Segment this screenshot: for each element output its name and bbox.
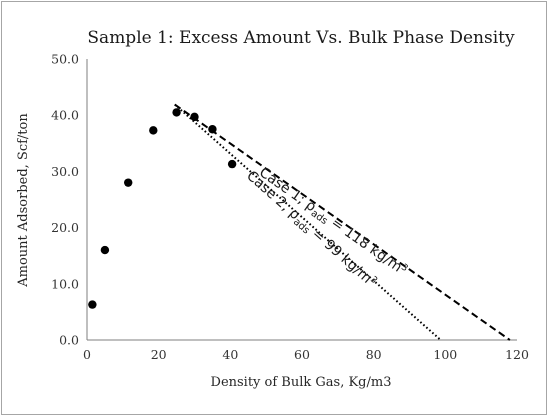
data-point	[124, 178, 133, 187]
x-tick-label: 20	[151, 347, 167, 362]
data-point	[172, 108, 181, 117]
axes	[86, 59, 517, 341]
case-1-line	[174, 103, 511, 341]
x-axis-label: Density of Bulk Gas, Kg/m3	[211, 375, 392, 390]
y-tick-labels: 0.0 10.0 20.0 30.0 40.0 50.0	[51, 52, 79, 348]
data-point	[208, 125, 217, 134]
x-tick-label: 80	[366, 347, 382, 362]
data-point	[190, 112, 199, 122]
data-points	[88, 108, 237, 309]
data-point	[149, 126, 158, 135]
data-point	[88, 300, 97, 309]
y-tick-label: 40.0	[51, 108, 79, 123]
x-tick-label: 0	[83, 347, 91, 362]
data-point	[227, 159, 237, 169]
case-1-annotation: Case 1; ρads = 118 kg/m3	[255, 164, 410, 280]
x-tick-label: 120	[505, 347, 529, 362]
y-axis-label: Amount Adsorbed, Scf/ton	[16, 113, 31, 288]
x-tick-label: 60	[294, 347, 310, 362]
y-tick-label: 50.0	[51, 52, 79, 67]
case-2-line	[174, 103, 442, 341]
y-tick-label: 0.0	[59, 333, 79, 348]
y-tick-label: 30.0	[51, 164, 79, 179]
x-tick-labels: 0 20 40 60 80 100 120	[83, 347, 529, 362]
chart-title: Sample 1: Excess Amount Vs. Bulk Phase D…	[87, 28, 515, 48]
data-point	[100, 245, 110, 255]
x-tick-label: 100	[433, 347, 457, 362]
y-tick-label: 20.0	[51, 220, 79, 235]
fit-lines	[174, 103, 511, 341]
y-tick-label: 10.0	[51, 276, 79, 291]
x-tick-label: 40	[222, 347, 238, 362]
